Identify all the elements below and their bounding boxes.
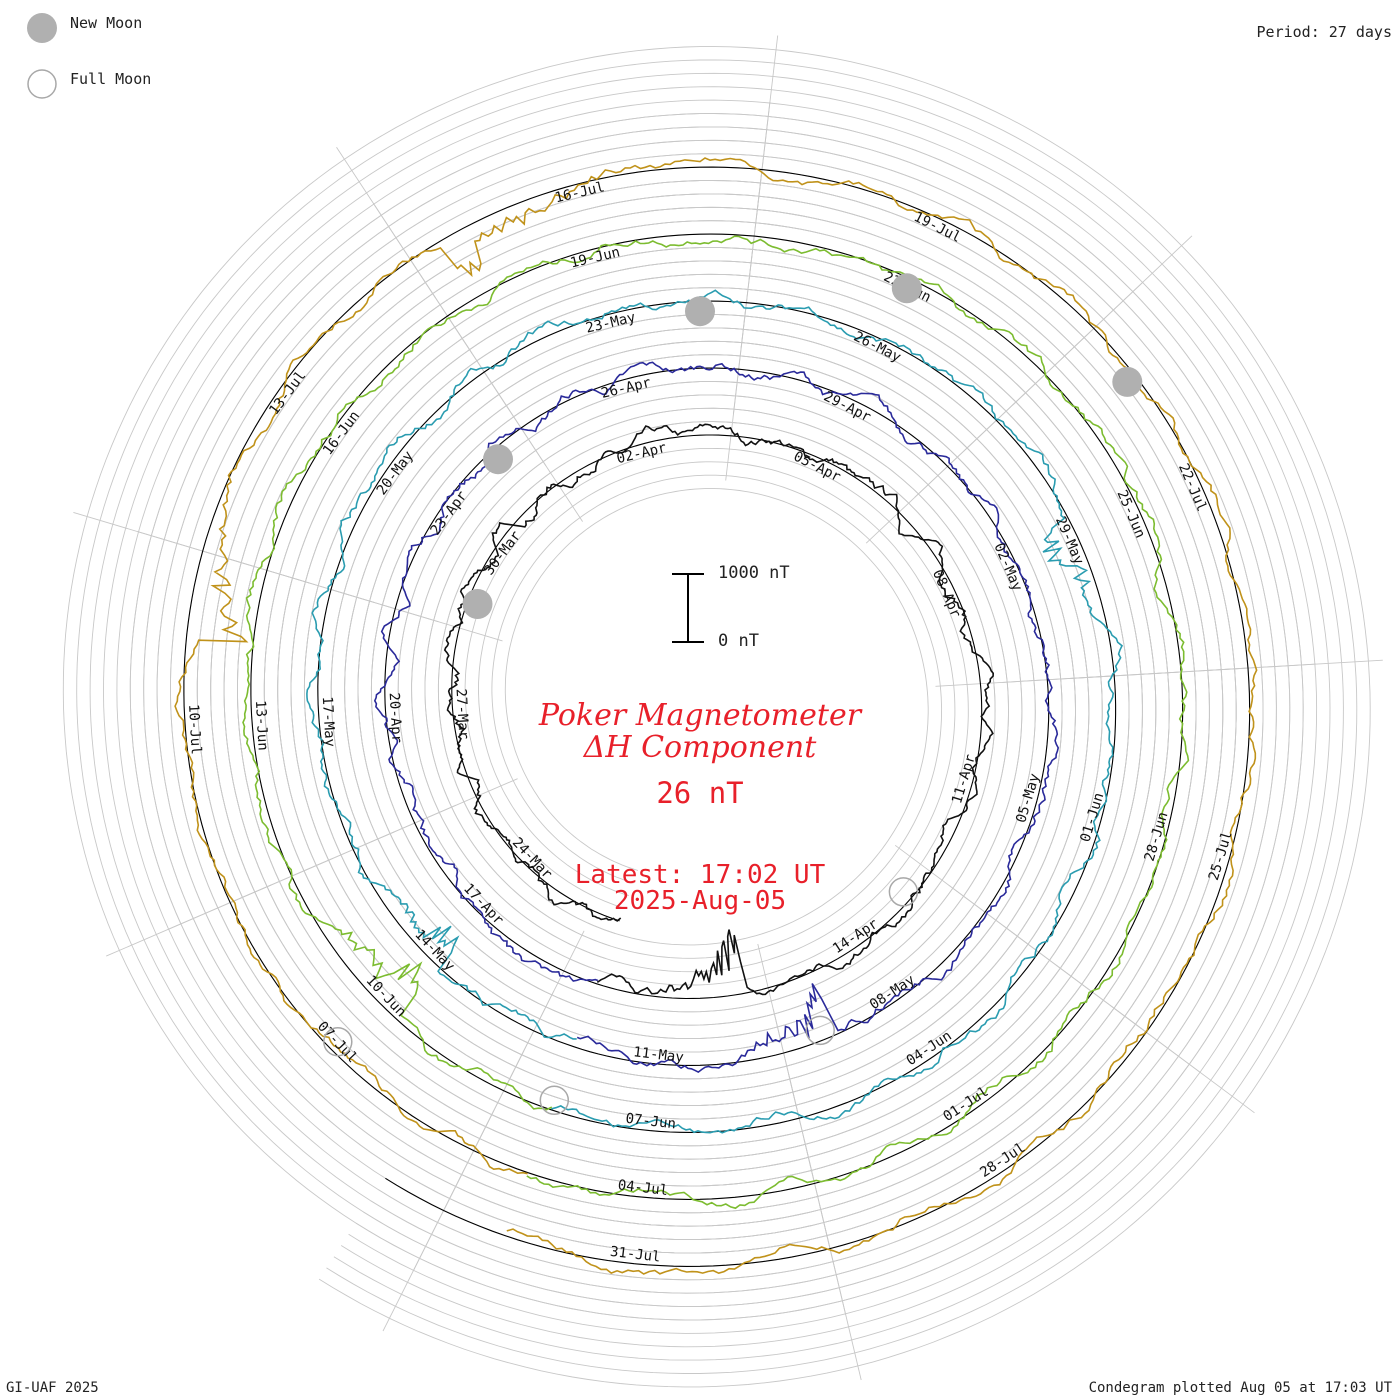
date-label-2-2: 20-Apr bbox=[386, 692, 405, 743]
scale-top-label: 1000 nT bbox=[718, 563, 790, 583]
date-label-4-2: 13-Jun bbox=[252, 700, 271, 751]
grid-radial-1-4 bbox=[73, 511, 246, 565]
date-label-4-1: 10-Jun bbox=[363, 973, 409, 1021]
date-label-4-6: 25-Jun bbox=[1113, 488, 1148, 541]
new-moon-legend-icon bbox=[27, 13, 57, 43]
date-label-1-5: 05-Apr bbox=[791, 448, 843, 485]
date-label-5-2: 10-Jul bbox=[185, 704, 204, 755]
data-trace-rotation-4 bbox=[242, 235, 1190, 1210]
date-label-3-5: 26-May bbox=[851, 329, 903, 366]
date-label-1-2: 27-Mar bbox=[453, 688, 472, 739]
full-moon-marker-3 bbox=[539, 1085, 570, 1116]
grid-spiral-9 bbox=[103, 86, 1331, 1348]
grid-radial-4-4 bbox=[1060, 235, 1193, 360]
data-trace-rotation-3 bbox=[306, 289, 1123, 1134]
date-label-2-9: 11-May bbox=[632, 1044, 684, 1066]
grid-radial-0-4 bbox=[106, 884, 272, 957]
current-value: 26 nT bbox=[656, 776, 744, 810]
full-moon-marker-1 bbox=[888, 877, 919, 907]
date-label-3-1: 14-May bbox=[411, 927, 457, 975]
date-label-3-2: 17-May bbox=[319, 696, 338, 747]
footer-plot-time: Condegram plotted Aug 05 at 17:03 UT bbox=[1088, 1380, 1392, 1396]
grid-radial-6-4 bbox=[1109, 1005, 1255, 1114]
full-moon-legend-label: Full Moon bbox=[70, 70, 152, 88]
chart-title: Poker Magnetometer bbox=[538, 698, 862, 733]
date-label-2-6: 02-May bbox=[990, 541, 1025, 594]
grid-radial-3-4 bbox=[756, 35, 779, 215]
date-label-4-9: 04-Jul bbox=[617, 1177, 669, 1199]
footer-credit: GI-UAF 2025 bbox=[6, 1380, 99, 1396]
chart-subtitle: ΔH Component bbox=[583, 730, 817, 765]
full-moon-marker-2 bbox=[805, 1015, 835, 1046]
new-moon-marker-2 bbox=[483, 444, 513, 475]
grid-radial-2-4 bbox=[336, 147, 436, 298]
date-label-5-1: 07-Jul bbox=[314, 1019, 360, 1067]
new-moon-marker-1 bbox=[462, 589, 493, 619]
date-label-5-6: 22-Jul bbox=[1175, 461, 1210, 514]
new-moon-legend-label: New Moon bbox=[70, 14, 143, 32]
latest-time: Latest: 17:02 UT bbox=[574, 860, 826, 890]
grid-radial-5-4 bbox=[1203, 659, 1383, 672]
grid-radial-8-4 bbox=[382, 1170, 465, 1332]
new-moon-marker-3 bbox=[685, 296, 715, 327]
period-label: Period: 27 days bbox=[1256, 23, 1392, 41]
grid-spiral-12 bbox=[62, 46, 1371, 1388]
grid-radial-7-4 bbox=[819, 1204, 862, 1381]
date-label-3-9: 07-Jun bbox=[625, 1111, 677, 1133]
data-trace-rotation-5 bbox=[174, 157, 1258, 1275]
new-moon-marker-5 bbox=[1112, 366, 1143, 397]
date-label-5-9: 31-Jul bbox=[609, 1244, 661, 1266]
grid-spiral-11 bbox=[76, 59, 1358, 1374]
data-trace-rotation-2 bbox=[373, 361, 1060, 1074]
scale-bottom-label: 0 nT bbox=[718, 631, 759, 651]
grid-spiral-10 bbox=[89, 72, 1344, 1361]
latest-date: 2025-Aug-05 bbox=[613, 886, 787, 916]
date-label-4-7: 28-Jun bbox=[1142, 810, 1172, 863]
data-trace-rotation-1 bbox=[443, 423, 995, 996]
full-moon-legend-icon bbox=[27, 69, 57, 99]
new-moon-marker-4 bbox=[891, 273, 922, 304]
full-moon-marker-4 bbox=[323, 1026, 353, 1057]
date-label-1-6: 08-Apr bbox=[929, 567, 964, 620]
